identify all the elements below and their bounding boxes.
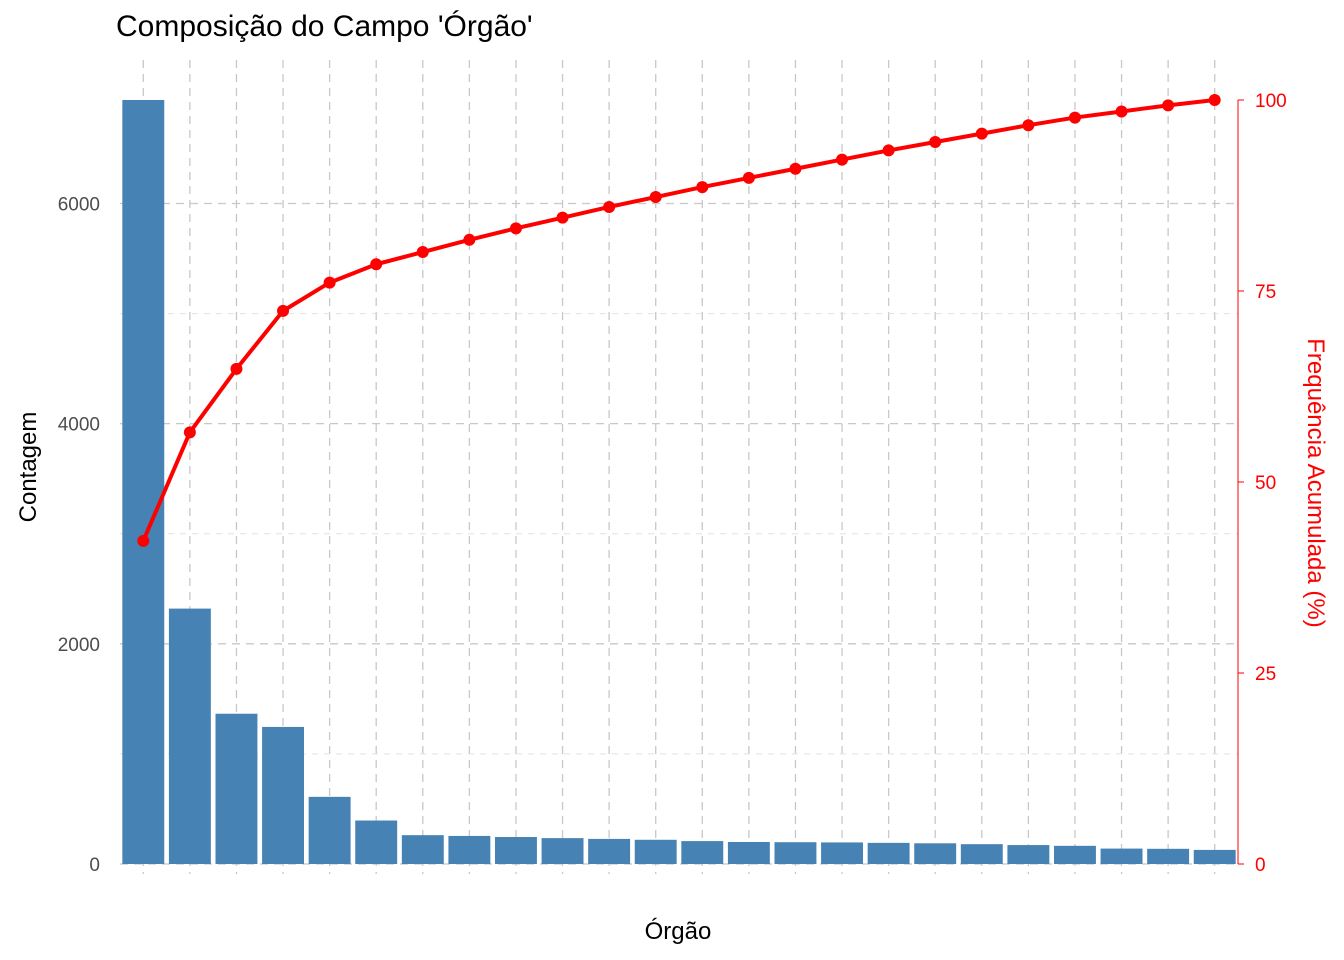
line-point	[1115, 105, 1128, 118]
bar	[588, 838, 631, 864]
cumulative-line-series	[137, 94, 1221, 547]
y2-tick-label: 50	[1255, 473, 1276, 494]
chart-title: Composição do Campo 'Órgão'	[116, 10, 533, 43]
line-point	[556, 211, 569, 224]
bar	[1193, 849, 1236, 864]
axes: 0 2000 4000 6000 0 25 50 75 100	[58, 91, 1287, 876]
line-point	[509, 222, 522, 235]
y-tick-label: 6000	[58, 194, 100, 215]
y-tick-label: 0	[89, 855, 100, 876]
line-point	[696, 181, 709, 194]
line-point	[370, 258, 383, 271]
bar	[821, 842, 864, 864]
line-point	[836, 153, 849, 166]
bar	[727, 841, 770, 864]
line-point	[789, 162, 802, 175]
bar-series	[122, 100, 1236, 864]
y-tick-label: 2000	[58, 635, 100, 656]
line-point	[975, 127, 988, 140]
line-point	[1208, 94, 1221, 106]
bar	[1147, 848, 1190, 864]
bar	[215, 713, 258, 864]
y2-tick-label: 0	[1255, 855, 1266, 876]
line-point	[1068, 111, 1081, 124]
bar	[355, 820, 398, 864]
bar	[1053, 845, 1096, 864]
bar	[541, 838, 584, 864]
bar	[168, 608, 211, 864]
bar	[1007, 845, 1050, 864]
bar	[494, 837, 537, 864]
bar	[681, 841, 724, 864]
cumulative-line	[141, 98, 1215, 542]
y-axis-title: Contagem	[15, 412, 42, 523]
line-point	[230, 362, 243, 375]
line-point	[277, 304, 290, 317]
line-point	[137, 534, 150, 547]
line-point	[463, 233, 476, 246]
line-point	[1162, 99, 1175, 112]
y-tick-label: 4000	[58, 415, 100, 436]
line-point	[882, 144, 895, 157]
bar	[914, 843, 957, 864]
y2-axis-title: Frequência Acumulada (%)	[1302, 338, 1329, 627]
line-point	[929, 136, 942, 149]
bar	[634, 839, 677, 864]
line-point	[323, 276, 336, 289]
bar	[448, 835, 491, 864]
line-point	[183, 426, 196, 439]
y2-tick-label: 25	[1255, 664, 1276, 685]
line-point	[742, 171, 755, 184]
line-point	[1022, 119, 1035, 132]
bar	[1100, 848, 1143, 864]
bar	[401, 835, 444, 864]
line-point	[603, 200, 616, 213]
bar	[122, 100, 165, 864]
y2-tick-label: 75	[1255, 282, 1276, 303]
bar	[262, 726, 305, 864]
y2-tick-label: 100	[1255, 91, 1287, 112]
bar	[308, 796, 351, 864]
grid-lines	[120, 60, 1238, 874]
line-point	[649, 191, 662, 204]
bar	[774, 842, 817, 864]
x-axis-title: Órgão	[645, 918, 712, 945]
bar	[867, 842, 910, 864]
line-point	[416, 246, 429, 259]
bar	[960, 844, 1003, 864]
